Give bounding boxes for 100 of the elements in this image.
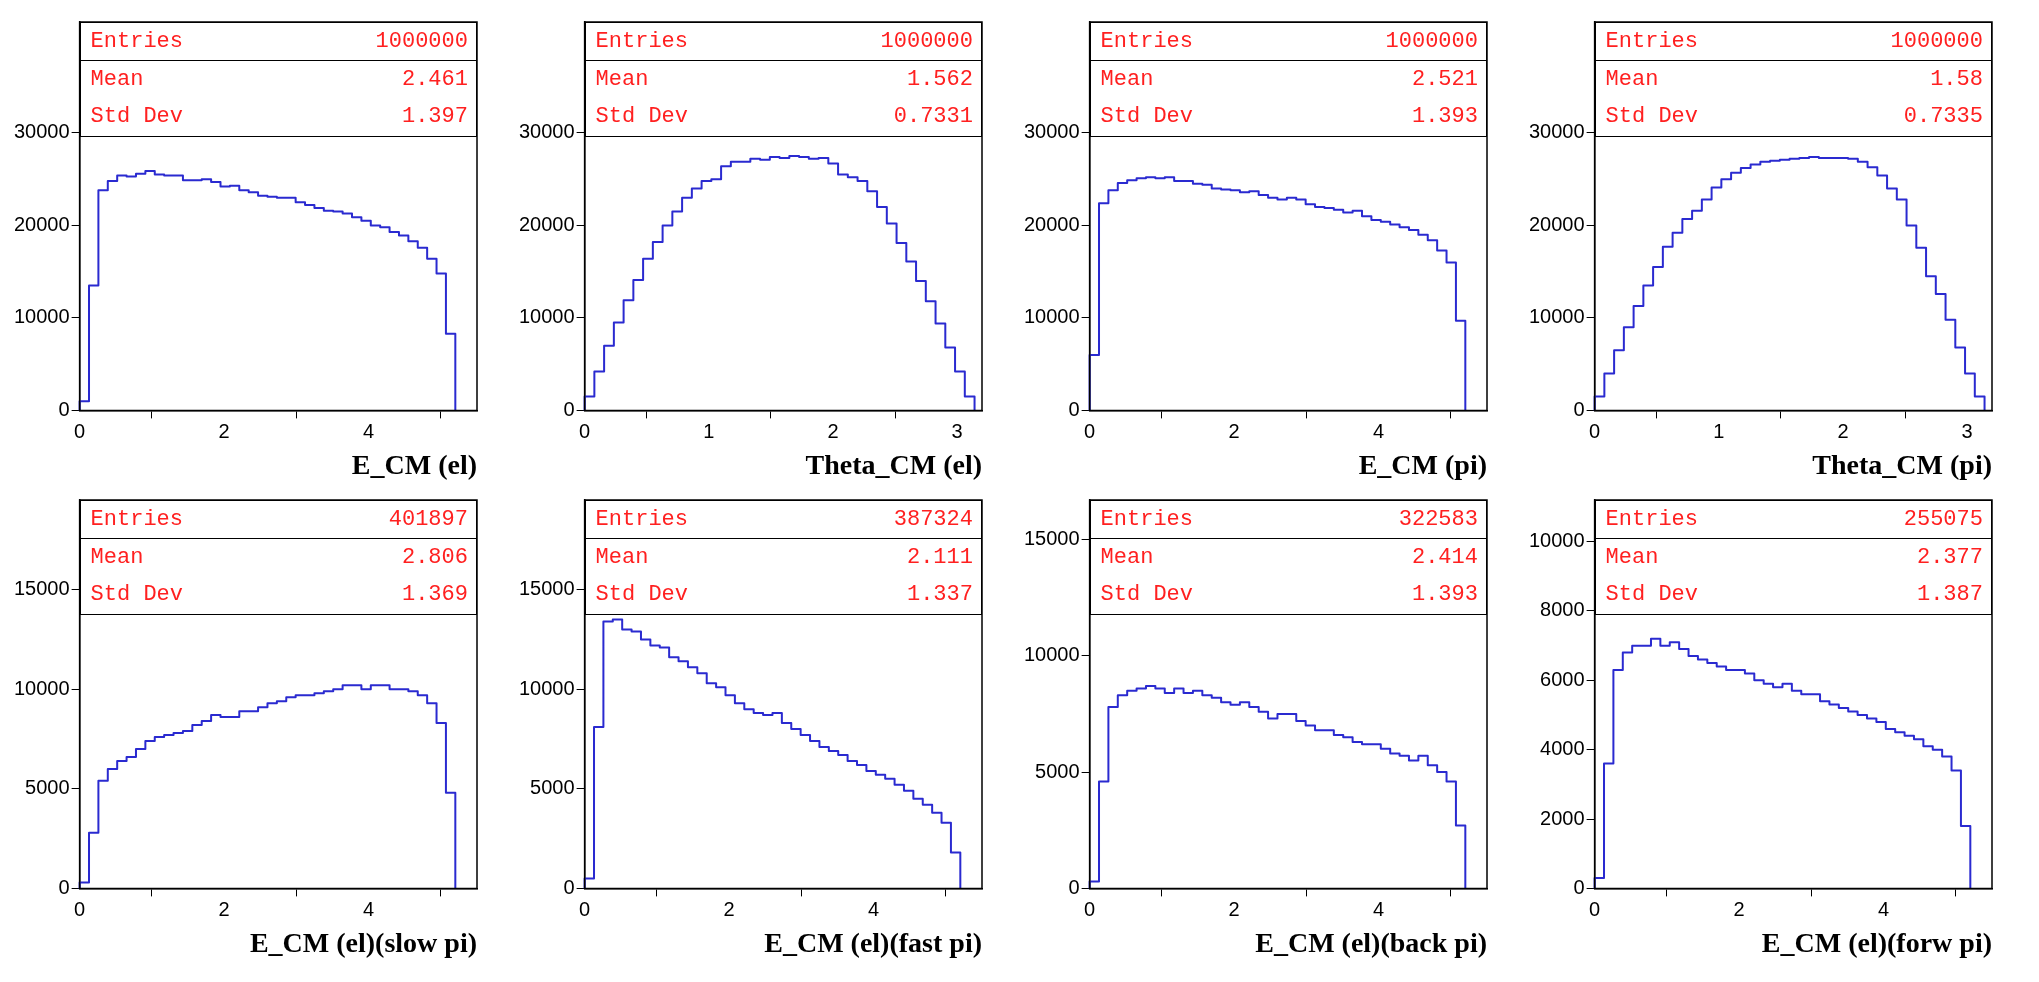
x-axis-title: E_CM (el)(back pi) bbox=[1255, 927, 1487, 959]
x-tick-label: 2 bbox=[1228, 897, 1240, 920]
annotation: Std Dev bbox=[1100, 104, 1194, 129]
y-tick-label: 10000 bbox=[518, 676, 575, 699]
x-tick-label: 2 bbox=[1733, 897, 1745, 920]
x-axis-title: E_CM (el)(slow pi) bbox=[249, 927, 477, 959]
y-tick-label: 15000 bbox=[1023, 527, 1080, 550]
y-tick-label: 30000 bbox=[13, 120, 70, 143]
entries-box: Entries 1000000 bbox=[1089, 22, 1487, 61]
annotation: Mean bbox=[595, 544, 649, 570]
entries-box: Entries 1000000 bbox=[1594, 22, 1992, 61]
annotation: 2.806 bbox=[401, 544, 468, 570]
annotation: 1.58 bbox=[1930, 66, 1983, 92]
y-tick-label: 5000 bbox=[25, 776, 70, 799]
x-tick-label: 0 bbox=[1084, 419, 1096, 442]
x-tick-label: 3 bbox=[1961, 419, 1973, 442]
annotation: 1.337 bbox=[906, 582, 973, 607]
x-tick-label: 2 bbox=[1228, 419, 1240, 442]
y-tick-label: 5000 bbox=[1035, 759, 1080, 782]
y-tick-label: 2000 bbox=[1540, 806, 1585, 829]
x-axis-title: Theta_CM (pi) bbox=[1812, 449, 1992, 481]
y-tick-label: 5000 bbox=[530, 776, 575, 799]
annotation: Entries bbox=[1605, 506, 1699, 532]
y-tick-label: 10000 bbox=[1528, 305, 1585, 328]
entries-box: Entries 322583 bbox=[1089, 500, 1487, 539]
y-tick-label: 30000 bbox=[1528, 120, 1585, 143]
y-tick-label: 0 bbox=[1068, 397, 1080, 420]
y-tick-label: 10000 bbox=[1023, 643, 1080, 666]
annotation: Std Dev bbox=[90, 582, 184, 607]
annotation: 1.562 bbox=[906, 66, 973, 92]
annotation: Std Dev bbox=[595, 582, 689, 607]
annotation: 2.461 bbox=[401, 66, 468, 92]
annotation: 387324 bbox=[893, 506, 973, 532]
x-tick-label: 2 bbox=[1837, 419, 1849, 442]
annotation: Entries bbox=[1100, 506, 1194, 532]
annotation: 0.7335 bbox=[1903, 104, 1983, 129]
entries-box: Entries 401897 bbox=[79, 500, 477, 539]
annotation: Mean bbox=[90, 66, 144, 92]
entries-box: Entries 1000000 bbox=[584, 22, 982, 61]
annotation: 1000000 bbox=[1890, 28, 1983, 54]
y-tick-label: 20000 bbox=[1528, 212, 1585, 235]
annotation: Entries bbox=[90, 506, 184, 532]
x-axis-title: E_CM (el)(forw pi) bbox=[1761, 927, 1992, 959]
y-tick-label: 0 bbox=[1068, 875, 1080, 898]
y-tick-label: 10000 bbox=[13, 305, 70, 328]
annotation: 0.7331 bbox=[893, 104, 973, 129]
y-tick-label: 20000 bbox=[1023, 212, 1080, 235]
annotation: 1.393 bbox=[1411, 582, 1478, 607]
annotation: Entries bbox=[595, 506, 689, 532]
annotation: 2.111 bbox=[906, 544, 973, 570]
x-tick-label: 4 bbox=[1373, 419, 1385, 442]
x-tick-label: 3 bbox=[951, 419, 963, 442]
annotation: 1000000 bbox=[1385, 28, 1478, 54]
y-tick-label: 0 bbox=[58, 397, 70, 420]
x-tick-label: 0 bbox=[1589, 897, 1601, 920]
annotation: Mean bbox=[1605, 544, 1659, 570]
x-tick-label: 0 bbox=[1084, 897, 1096, 920]
annotation: Mean bbox=[1100, 544, 1154, 570]
y-tick-label: 0 bbox=[58, 875, 70, 898]
annotation: Entries bbox=[1605, 28, 1699, 54]
x-tick-label: 1 bbox=[1713, 419, 1725, 442]
annotation: 2.377 bbox=[1916, 544, 1983, 570]
x-tick-label: 4 bbox=[363, 419, 375, 442]
y-tick-label: 10000 bbox=[518, 305, 575, 328]
x-tick-label: 2 bbox=[723, 897, 735, 920]
x-axis-title: E_CM (el) bbox=[351, 449, 477, 481]
annotation: 2.521 bbox=[1411, 66, 1478, 92]
x-tick-label: 2 bbox=[218, 897, 230, 920]
annotation: 401897 bbox=[388, 506, 468, 532]
annotation: 1.369 bbox=[401, 582, 468, 607]
x-tick-label: 4 bbox=[1373, 897, 1385, 920]
y-tick-label: 8000 bbox=[1540, 598, 1585, 621]
annotation: Entries bbox=[1100, 28, 1194, 54]
entries-box: Entries 387324 bbox=[584, 500, 982, 539]
annotation: Std Dev bbox=[1605, 582, 1699, 607]
y-tick-label: 30000 bbox=[1023, 120, 1080, 143]
entries-box: Entries 1000000 bbox=[79, 22, 477, 61]
annotation: 1.397 bbox=[401, 104, 468, 129]
annotation: Std Dev bbox=[1100, 582, 1194, 607]
y-tick-label: 10000 bbox=[1528, 529, 1585, 552]
annotation: 1.387 bbox=[1916, 582, 1983, 607]
annotation: 1000000 bbox=[375, 28, 468, 54]
y-tick-label: 30000 bbox=[518, 120, 575, 143]
annotation: Std Dev bbox=[90, 104, 184, 129]
annotation: Entries bbox=[90, 28, 184, 54]
annotation: 255075 bbox=[1903, 506, 1983, 532]
x-tick-label: 4 bbox=[363, 897, 375, 920]
y-tick-label: 20000 bbox=[518, 212, 575, 235]
annotation: 322583 bbox=[1398, 506, 1478, 532]
x-axis-title: E_CM (pi) bbox=[1358, 449, 1487, 481]
x-tick-label: 1 bbox=[703, 419, 715, 442]
y-tick-label: 10000 bbox=[13, 676, 70, 699]
annotation: Entries bbox=[595, 28, 689, 54]
y-tick-label: 15000 bbox=[13, 577, 70, 600]
annotation: Mean bbox=[1100, 66, 1154, 92]
annotation: Std Dev bbox=[595, 104, 689, 129]
y-tick-label: 0 bbox=[563, 875, 575, 898]
y-tick-label: 10000 bbox=[1023, 305, 1080, 328]
annotation: Std Dev bbox=[1605, 104, 1699, 129]
x-tick-label: 4 bbox=[868, 897, 880, 920]
